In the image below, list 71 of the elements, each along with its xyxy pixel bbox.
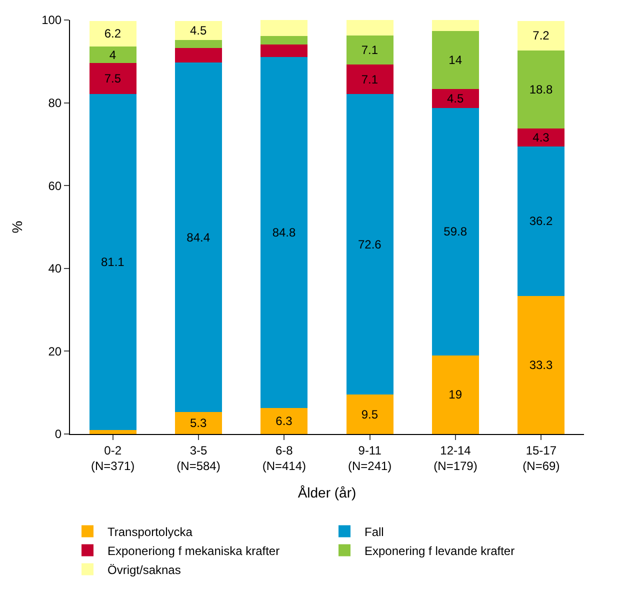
bar xyxy=(89,94,136,430)
data-label: 36.2 xyxy=(529,214,554,228)
legend-label: Exponering f levande krafter xyxy=(364,544,515,558)
bar xyxy=(518,20,565,51)
bar xyxy=(346,64,394,94)
bar xyxy=(518,50,565,128)
data-label: 6.3 xyxy=(276,414,293,428)
data-label: 4.5 xyxy=(446,91,464,106)
y-tick-label: 60 xyxy=(48,178,62,193)
data-label: 7.1 xyxy=(361,72,378,86)
bar xyxy=(432,89,480,108)
data-label: 7.2 xyxy=(532,28,550,43)
legend-label: Exponeriong f mekaniska krafter xyxy=(108,544,280,558)
bar xyxy=(518,146,565,296)
bar xyxy=(260,56,308,408)
bar xyxy=(260,20,308,36)
bar xyxy=(89,430,136,434)
data-label: 7.1 xyxy=(361,43,378,58)
bar xyxy=(174,62,222,412)
bar xyxy=(89,20,136,46)
bar xyxy=(89,46,136,64)
data-label: 81.1 xyxy=(100,254,125,269)
y-tick-label: 100 xyxy=(42,13,62,28)
bar xyxy=(346,20,394,36)
bar xyxy=(346,94,394,395)
bar xyxy=(174,48,222,63)
data-label: 84.8 xyxy=(272,225,296,240)
bar xyxy=(518,128,565,146)
data-label: 4.5 xyxy=(190,24,208,38)
data-label: 18.8 xyxy=(529,82,554,97)
legend-label: Fall xyxy=(364,524,384,539)
x-tick-label: 0-2 (N=371) xyxy=(90,443,135,473)
y-tick-label: 40 xyxy=(48,262,62,276)
data-label: 9.5 xyxy=(361,407,378,422)
data-label: 6.2 xyxy=(104,26,122,41)
y-tick-label: 80 xyxy=(48,96,62,110)
data-label: 5.3 xyxy=(190,416,208,430)
data-label: 33.3 xyxy=(529,358,554,372)
y-axis-title: % xyxy=(9,220,26,234)
legend-label: Transportolycka xyxy=(108,524,193,539)
x-axis-title: Ålder (år) xyxy=(298,484,356,500)
bar xyxy=(518,296,565,434)
bar xyxy=(346,394,394,434)
x-tick-label: 12-14 (N=179) xyxy=(434,443,478,473)
x-tick-label: 9-11 (N=241) xyxy=(348,443,392,473)
bar xyxy=(432,20,480,32)
x-tick-label: 6-8 (N=414) xyxy=(262,443,306,473)
bar xyxy=(260,44,308,57)
data-label: 14 xyxy=(448,53,462,68)
x-tick-label: 3-5 (N=584) xyxy=(176,443,220,473)
data-label: 84.4 xyxy=(186,230,210,244)
bar xyxy=(260,36,308,44)
bar xyxy=(432,108,480,356)
data-label: 59.8 xyxy=(444,224,468,239)
bar xyxy=(174,412,222,434)
bar xyxy=(89,63,136,94)
data-label: 19 xyxy=(448,388,462,402)
bar xyxy=(174,21,222,40)
bar xyxy=(432,355,480,434)
y-tick-label: 20 xyxy=(48,344,62,358)
legend-label: Övrigt/saknas xyxy=(108,562,181,577)
data-label: 4 xyxy=(109,48,116,62)
x-tick-label: 15-17 (N=69) xyxy=(522,443,560,473)
data-label: 4.3 xyxy=(532,130,550,144)
data-label: 72.6 xyxy=(358,237,382,252)
bar xyxy=(432,31,480,90)
y-tick-label: 0 xyxy=(54,427,62,442)
bar xyxy=(346,35,394,65)
bar xyxy=(260,408,308,434)
bar xyxy=(174,40,222,48)
data-label: 7.5 xyxy=(104,72,122,86)
